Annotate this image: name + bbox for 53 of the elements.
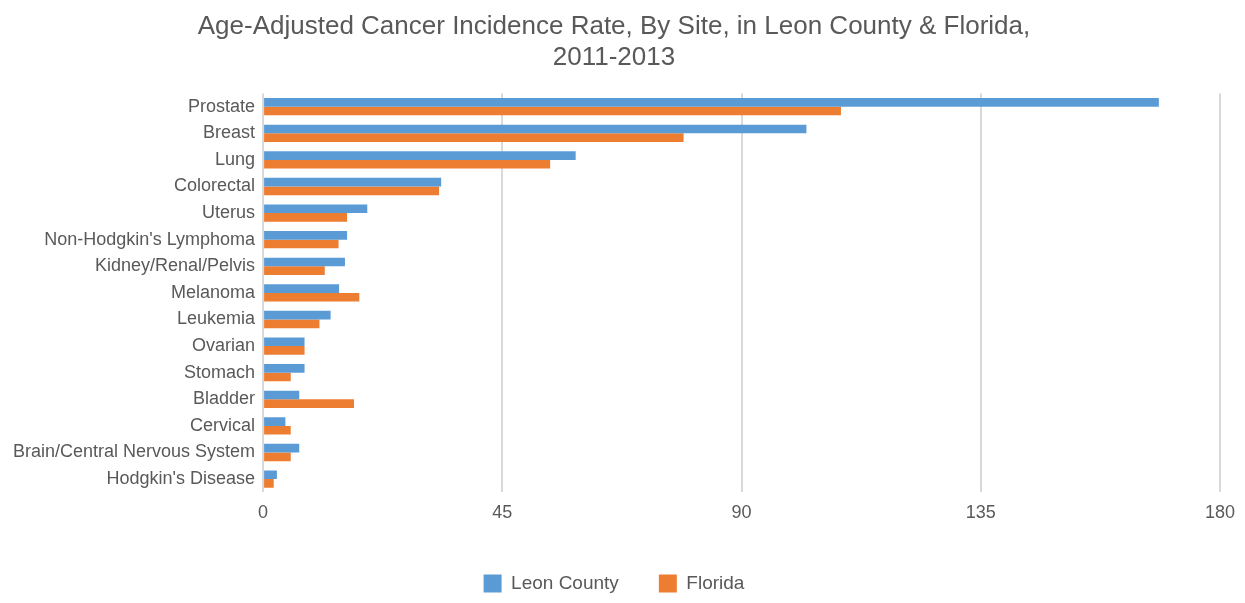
x-tick-label: 180: [1204, 502, 1236, 523]
y-tick-label: Leukemia: [177, 308, 257, 329]
y-tick-label: Breast: [203, 122, 256, 143]
bar: [264, 124, 807, 134]
bar: [264, 390, 300, 400]
y-tick-label: Cervical: [190, 414, 256, 435]
bar: [264, 98, 1159, 107]
bar: [264, 452, 291, 462]
bar: [264, 479, 274, 488]
bar: [264, 257, 345, 267]
bar: [264, 106, 841, 116]
y-tick-label: Uterus: [202, 202, 256, 223]
bar: [264, 346, 305, 355]
bar: [264, 284, 340, 293]
y-tick-label: Kidney/Renal/Pelvis: [94, 255, 256, 276]
bar: [264, 186, 440, 196]
legend-label: Florida: [686, 571, 745, 593]
bar: [264, 364, 305, 373]
bar: [264, 399, 354, 408]
bar: [264, 337, 305, 347]
bar: [264, 372, 291, 382]
bar: [264, 266, 325, 275]
y-tick-label: Prostate: [188, 95, 256, 116]
y-tick-label: Brain/Central Nervous System: [12, 441, 256, 462]
y-tick-label: Lung: [215, 148, 256, 169]
y-tick-label: Melanoma: [171, 281, 257, 302]
bar: [264, 213, 348, 222]
bar: [264, 231, 348, 240]
y-tick-label: Stomach: [184, 361, 256, 382]
chart-title: Age-Adjusted Cancer Incidence Rate, By Site, in Leon County & Florida, 2011-2013: [197, 9, 1031, 71]
bar: [264, 151, 576, 160]
bar: [264, 239, 339, 249]
bar: [264, 159, 551, 169]
y-tick-label: Bladder: [193, 388, 256, 409]
y-tick-label: Non-Hodgkin's Lymphoma: [44, 228, 257, 249]
legend-label: Leon County: [511, 571, 620, 593]
y-tick-label: Colorectal: [174, 175, 256, 196]
x-tick-label: 45: [492, 502, 513, 523]
bar: [264, 319, 320, 329]
y-tick-label: Ovarian: [192, 335, 256, 356]
bar: [264, 425, 291, 435]
bar: [264, 133, 684, 142]
bar: [264, 417, 286, 426]
x-tick-label: 0: [258, 502, 269, 523]
bar: [264, 292, 360, 302]
bar: [264, 470, 277, 480]
y-tick-label: Hodgkin's Disease: [106, 468, 256, 489]
x-tick-label: 135: [965, 502, 996, 523]
bar: [264, 204, 368, 214]
bar: [264, 310, 331, 320]
x-tick-label: 90: [731, 502, 752, 523]
bar: [264, 177, 442, 187]
bar: [264, 443, 300, 453]
